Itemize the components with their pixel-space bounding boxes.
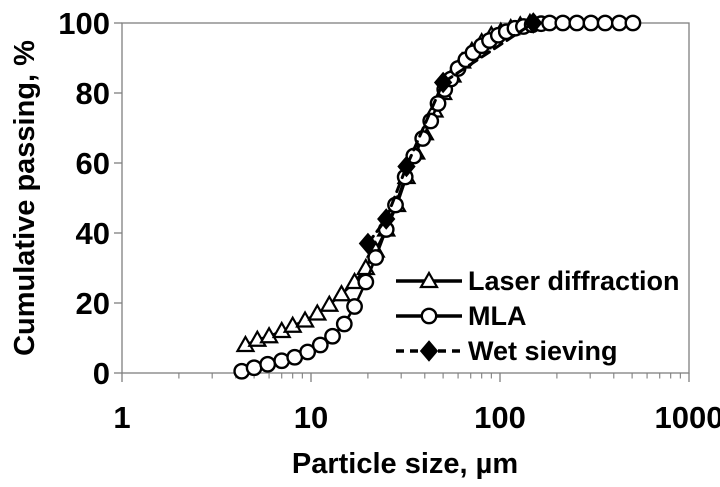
x-axis-ticks [121, 373, 690, 382]
circle-marker [420, 307, 438, 325]
x-tick-label: 1000 [655, 400, 720, 435]
x-tick-label: 1 [113, 400, 130, 435]
circle-marker [582, 14, 600, 32]
series-wet-sieving-markers [358, 12, 543, 255]
circle-marker [346, 298, 363, 315]
x-tick-label: 10 [294, 400, 328, 435]
y-tick-label: 40 [76, 216, 110, 251]
y-axis-ticks [114, 22, 122, 374]
circle-marker [357, 273, 375, 291]
diamond-marker [419, 340, 439, 362]
circle-marker [624, 14, 642, 32]
circle-marker [568, 14, 586, 32]
circle-marker [610, 14, 628, 32]
series-wet-sieving-line [366, 21, 535, 245]
triangle-marker [282, 315, 303, 333]
series-wet-sieving [358, 12, 543, 255]
y-tick-label: 0 [93, 356, 110, 391]
y-tick-label: 20 [76, 286, 110, 321]
x-tick-label: 100 [474, 400, 526, 435]
legend-label-laser-diffraction: Laser diffraction [468, 266, 680, 296]
circle-marker [299, 343, 317, 361]
legend-label-wet-sieving: Wet sieving [468, 336, 618, 366]
circle-marker [245, 359, 263, 377]
x-axis-title: Particle size, µm [292, 448, 518, 480]
legend-item-mla: MLA [396, 301, 526, 331]
circle-marker [324, 327, 341, 345]
legend: Laser diffraction MLA Wet sieving [396, 266, 680, 366]
triangle-marker [319, 294, 340, 312]
circle-marker [554, 14, 572, 32]
y-axis-title: Cumulative passing, % [9, 40, 41, 356]
legend-item-laser-diffraction: Laser diffraction [396, 266, 680, 296]
circle-marker [259, 355, 277, 373]
y-tick-label: 80 [76, 76, 110, 111]
circle-marker [596, 14, 614, 32]
y-tick-label: 60 [76, 146, 110, 181]
circle-marker [335, 315, 353, 333]
triangle-marker [419, 270, 439, 289]
diamond-marker [377, 208, 396, 230]
diamond-marker [524, 12, 543, 34]
legend-label-mla: MLA [468, 301, 526, 331]
diamond-marker [397, 155, 416, 178]
series-laser-diffraction-line [244, 21, 532, 347]
triangle-marker [331, 284, 352, 302]
diamond-marker [433, 71, 453, 94]
chart-plot-area: 1 10 100 1000 0 20 40 60 80 100 Laser diffraction M… [58, 6, 720, 435]
legend-item-wet-sieving: Wet sieving [396, 336, 618, 366]
triangle-marker [259, 326, 279, 344]
triangle-marker [307, 303, 328, 321]
circle-marker [311, 336, 329, 354]
circle-marker [367, 249, 385, 266]
y-tick-label: 100 [58, 6, 110, 41]
plot-frame [121, 22, 690, 374]
diamond-marker [358, 232, 378, 255]
